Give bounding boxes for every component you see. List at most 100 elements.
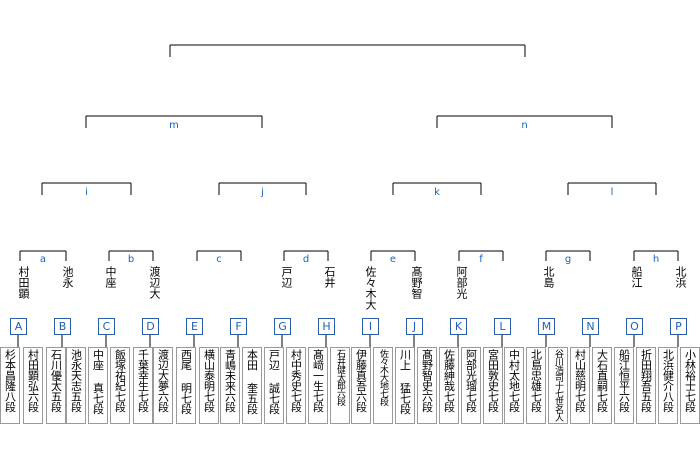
match-label-i[interactable]: i [85,187,88,198]
match-label-h[interactable]: h [653,254,659,265]
advancer-name: 髙野智 [410,266,423,299]
player-name: 池永天志五段 [69,349,83,412]
match-label-b[interactable]: b [128,254,134,265]
player-box: 石井健太郎六段 [330,347,350,424]
player-name: 千葉幸生七段 [136,349,150,412]
advancer-name: 池永 [61,266,74,288]
seed-box-l[interactable]: L [494,318,511,335]
player-box: 杉本昌隆八段 [0,347,20,424]
player-name: 北浜健介八段 [661,349,675,412]
player-box: 石川優太五段 [46,347,66,424]
player-box: 伊藤真吾六段 [351,347,371,424]
seed-box-a[interactable]: A [10,318,27,335]
player-box: 折田翔吾五段 [636,347,656,424]
player-name: 本田 奎五段 [245,349,259,414]
player-name: 小林裕士七段 [683,349,697,412]
player-name: 中村太地七段 [507,349,521,412]
player-name: 石井健太郎六段 [335,349,345,405]
player-box: 髙野智史六段 [417,347,437,424]
player-box: 髙﨑一生七段 [308,347,328,424]
seed-box-c[interactable]: C [98,318,115,335]
player-name: 渡辺大夢六段 [156,349,170,412]
seed-box-e[interactable]: E [186,318,203,335]
player-name: 折田翔吾五段 [639,349,653,412]
player-box: 大石直嗣七段 [592,347,612,424]
player-name: 杉本昌隆八段 [3,349,17,412]
player-box: 戸辺 誠七段 [264,347,284,424]
player-box: 千葉幸生七段 [133,347,153,424]
player-name: 船江恒平六段 [617,349,631,412]
player-box: 佐藤紳哉七段 [439,347,459,424]
advancer-name: 戸辺 [280,266,293,288]
match-label-c[interactable]: c [216,254,222,265]
player-name: 石川優太五段 [49,349,63,412]
player-box: 小林裕士七段 [680,347,700,424]
player-box: 中座 真七段 [88,347,108,424]
advancer-name: 村田顕 [17,266,30,299]
seed-box-h[interactable]: H [318,318,335,335]
advancer-name: 阿部光 [455,266,468,299]
player-name: 阿部光瑠七段 [464,349,478,412]
player-name: 飯塚祐紀七段 [113,349,127,412]
player-box: 西尾 明七段 [176,347,196,424]
player-name: 大石直嗣七段 [595,349,609,412]
match-label-j[interactable]: j [260,187,264,198]
match-label-g[interactable]: g [565,254,571,265]
player-box: 北島忠雄七段 [526,347,546,424]
advancer-name: 北島 [542,266,555,288]
player-name: 村中秀史七段 [289,349,303,412]
match-label-a[interactable]: a [40,254,46,265]
player-box: 佐々木大地七段 [373,347,393,424]
player-box: 飯塚祐紀七段 [110,347,130,424]
seed-box-p[interactable]: P [670,318,687,335]
player-box: 村中秀史七段 [286,347,306,424]
player-name: 横山泰明七段 [202,349,216,412]
player-name: 戸辺 誠七段 [267,349,281,414]
player-name: 宮田敦史七段 [486,349,500,412]
player-box: 阿部光瑠七段 [461,347,481,424]
player-name: 村山慈明七段 [573,349,587,412]
player-box: 北浜健介八段 [658,347,678,424]
player-name: 髙﨑一生七段 [311,349,325,412]
player-box: 村田顕弘六段 [23,347,43,424]
player-box: 川上 猛七段 [395,347,415,424]
player-name: 佐藤紳哉七段 [442,349,456,412]
player-name: 髙野智史六段 [420,349,434,412]
player-box: 渡辺大夢六段 [153,347,173,424]
match-label-f[interactable]: f [479,254,483,265]
match-label-m[interactable]: m [169,120,179,131]
player-box: 池永天志五段 [66,347,86,424]
seed-box-d[interactable]: D [142,318,159,335]
player-box: 横山泰明七段 [199,347,219,424]
player-box: 宮田敦史七段 [483,347,503,424]
seed-box-f[interactable]: F [230,318,247,335]
seed-box-i[interactable]: I [362,318,379,335]
seed-box-m[interactable]: M [538,318,555,335]
player-name: 伊藤真吾六段 [354,349,368,412]
advancer-name: 船江 [630,266,643,288]
seed-box-k[interactable]: K [450,318,467,335]
player-name: 佐々木大地七段 [378,349,388,405]
match-label-n[interactable]: n [521,120,527,131]
advancer-name: 佐々木大 [364,266,377,310]
match-label-e[interactable]: e [390,254,396,265]
player-box: 村山慈明七段 [570,347,590,424]
advancer-name: 北浜 [674,266,687,288]
player-name: 谷川浩司十七世名人 [553,349,563,421]
player-box: 船江恒平六段 [614,347,634,424]
seed-box-j[interactable]: J [406,318,423,335]
player-box: 中村太地七段 [504,347,524,424]
seed-box-g[interactable]: G [274,318,291,335]
match-label-l[interactable]: l [611,187,614,198]
player-name: 川上 猛七段 [398,349,412,414]
advancer-name: 石井 [323,266,336,288]
advancer-name: 中座 [104,266,117,288]
match-label-d[interactable]: d [303,254,309,265]
seed-box-b[interactable]: B [54,318,71,335]
advancer-name: 渡辺大 [148,266,161,299]
seed-box-n[interactable]: N [582,318,599,335]
seed-box-o[interactable]: O [626,318,643,335]
player-name: 中座 真七段 [91,349,105,414]
match-label-k[interactable]: k [434,187,440,198]
player-name: 北島忠雄七段 [529,349,543,412]
